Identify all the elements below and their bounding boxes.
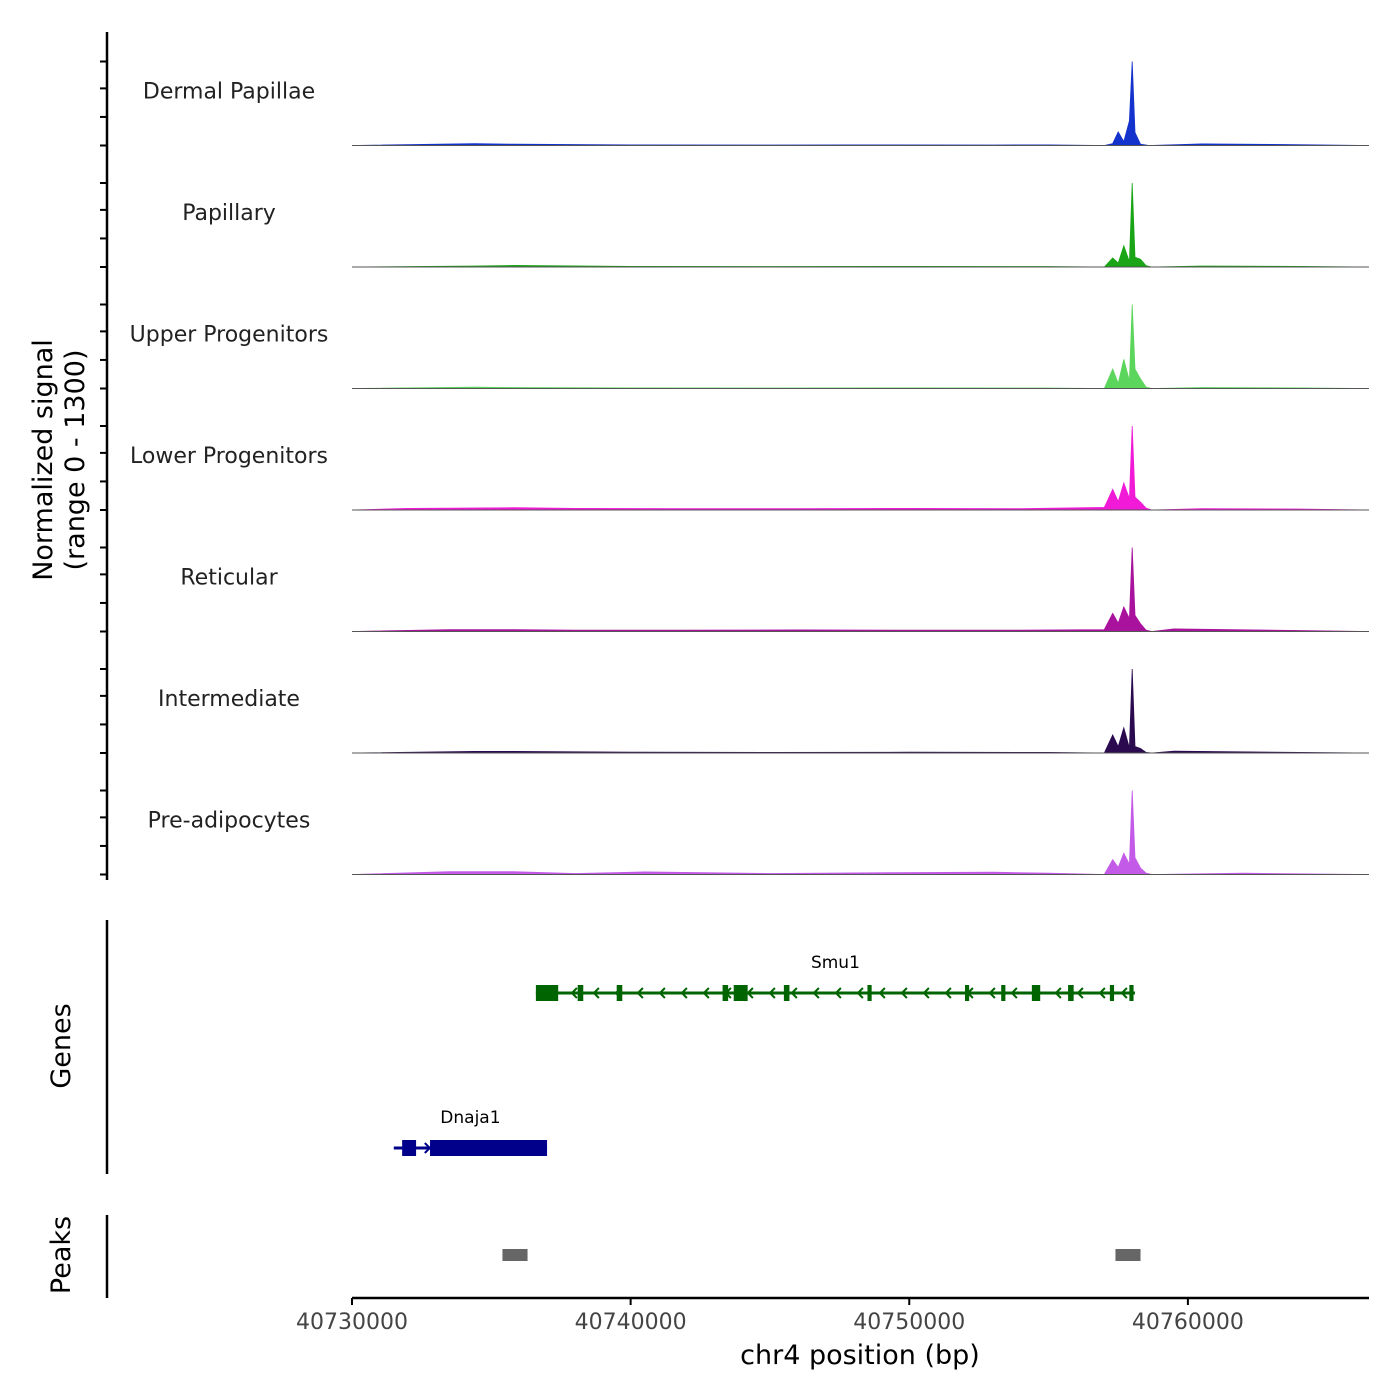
exon: [1129, 985, 1134, 1001]
strand-arrow: [636, 987, 644, 999]
exon: [402, 1140, 417, 1156]
signal-area: [351, 182, 1370, 268]
track-label: Dermal Papillae: [143, 80, 315, 105]
coverage-track: Intermediate: [158, 668, 1370, 754]
strand-arrow: [922, 987, 930, 999]
exon: [1031, 985, 1041, 1001]
exon: [733, 985, 748, 1001]
exon: [616, 985, 623, 1001]
peaks-track-title: Peaks: [46, 1216, 77, 1294]
exon: [1001, 985, 1006, 1001]
x-tick-label: 40750000: [853, 1310, 965, 1335]
peak: [1115, 1249, 1141, 1261]
signal-area: [351, 304, 1370, 389]
track-label: Papillary: [182, 201, 276, 226]
exon: [783, 985, 790, 1001]
peak: [502, 1249, 528, 1261]
exon: [867, 985, 872, 1001]
gene-model: Smu1: [535, 953, 1135, 1001]
strand-arrow: [812, 987, 820, 999]
coverage-axis-ticks: [100, 60, 107, 876]
strand-arrow: [570, 987, 578, 999]
x-axis-ticks: 40730000 40740000 40750000 40760000: [296, 1298, 1244, 1335]
exon: [577, 985, 584, 1001]
coverage-tracks: Dermal Papillae Papillary Upper Progenitor…: [130, 61, 1370, 875]
signal-area: [351, 425, 1370, 511]
coverage-track: Lower Progenitors: [130, 425, 1370, 511]
exon: [430, 1140, 548, 1156]
gene-track: Smu1 Dnaja1: [393, 953, 1135, 1156]
strand-arrow: [944, 987, 952, 999]
signal-area: [351, 668, 1370, 754]
track-label: Pre-adipocytes: [148, 809, 311, 834]
gene-label: Smu1: [811, 953, 860, 973]
x-tick-label: 40740000: [575, 1310, 687, 1335]
track-label: Upper Progenitors: [130, 323, 329, 348]
strand-arrow: [1054, 987, 1062, 999]
track-label: Intermediate: [158, 687, 300, 712]
strand-arrow: [680, 987, 688, 999]
peak-track: [502, 1249, 1141, 1261]
exon: [535, 985, 559, 1001]
signal-area: [351, 547, 1370, 632]
strand-arrow: [1076, 987, 1084, 999]
x-tick-label: 40730000: [296, 1310, 408, 1335]
signal-area: [351, 790, 1370, 875]
genes-track-title: Genes: [46, 1003, 77, 1088]
y-axis-title: Normalized signal: [28, 339, 59, 581]
coverage-track: Reticular: [180, 547, 1370, 632]
exon: [1109, 985, 1115, 1001]
coverage-track: Dermal Papillae: [143, 61, 1370, 146]
strand-arrow: [1120, 987, 1128, 999]
strand-arrow: [856, 987, 864, 999]
strand-arrow: [1010, 987, 1018, 999]
signal-area: [351, 61, 1370, 146]
exon: [1068, 985, 1074, 1001]
strand-arrow: [658, 987, 666, 999]
track-label: Lower Progenitors: [130, 444, 328, 469]
strand-arrow: [768, 987, 776, 999]
x-axis-title: chr4 position (bp): [740, 1340, 980, 1371]
strand-arrow: [878, 987, 886, 999]
exon: [964, 985, 970, 1001]
strand-arrow: [900, 987, 908, 999]
exon: [722, 985, 729, 1001]
coverage-track: Upper Progenitors: [130, 304, 1370, 389]
strand-arrow: [834, 987, 842, 999]
coverage-track: Papillary: [182, 182, 1370, 268]
y-axis-range: (range 0 - 1300): [60, 350, 91, 571]
gene-model: Dnaja1: [393, 1108, 548, 1156]
strand-arrow: [790, 987, 798, 999]
strand-arrow: [424, 1142, 432, 1154]
strand-arrow: [988, 987, 996, 999]
strand-arrow: [592, 987, 600, 999]
gene-label: Dnaja1: [440, 1108, 500, 1128]
x-tick-label: 40760000: [1132, 1310, 1244, 1335]
track-label: Reticular: [180, 566, 278, 591]
strand-arrow: [1098, 987, 1106, 999]
strand-arrow: [746, 987, 754, 999]
strand-arrow: [702, 987, 710, 999]
coverage-track: Pre-adipocytes: [148, 790, 1370, 875]
